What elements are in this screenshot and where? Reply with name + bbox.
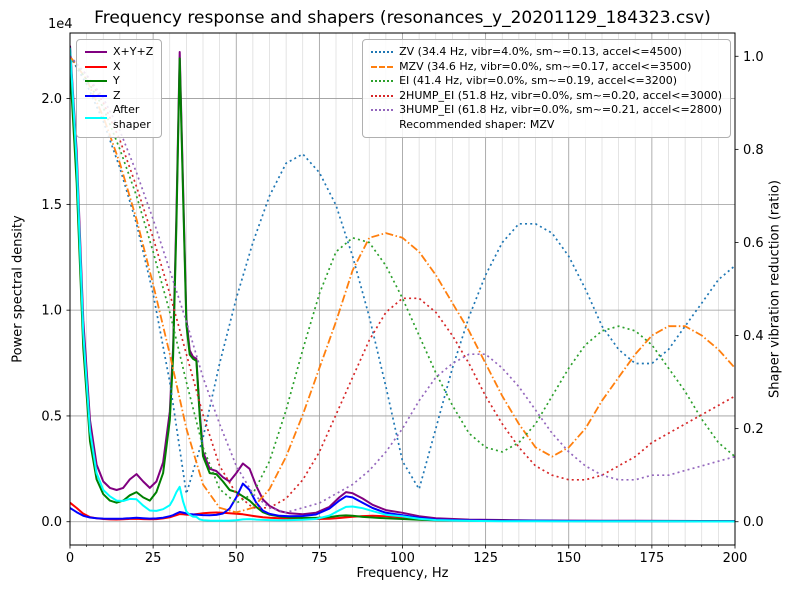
y-right-tick-label: 0.0 <box>743 515 764 530</box>
legend-line-sample <box>371 65 394 68</box>
y-right-tick-label: 0.4 <box>743 329 764 344</box>
legend-label: MZV (34.6 Hz, vibr=0.0%, sm~=0.17, accel… <box>399 59 692 73</box>
recommended-shaper-note: Recommended shaper: MZV <box>399 117 555 131</box>
legend-item: After shaper <box>85 103 153 132</box>
y-right-tick-label: 1.0 <box>743 50 764 65</box>
legend-item: EI (41.4 Hz, vibr=0.0%, sm~=0.19, accel<… <box>371 74 722 89</box>
legend-item: MZV (34.6 Hz, vibr=0.0%, sm~=0.17, accel… <box>371 60 722 75</box>
y-right-tick-label: 0.8 <box>743 143 764 158</box>
legend-item: ZV (34.4 Hz, vibr=4.0%, sm~=0.13, accel<… <box>371 45 722 60</box>
legend-label: X <box>113 59 121 73</box>
y-axis-right-label: Shaper vibration reduction (ratio) <box>767 180 783 398</box>
legend-label: Y <box>113 74 120 88</box>
x-tick-label: 100 <box>390 551 415 566</box>
y-right-tick-label: 0.2 <box>743 422 764 437</box>
legend-line-sample <box>85 94 107 97</box>
legend-line-sample <box>371 94 394 97</box>
y-left-tick-label: 1.0 <box>41 304 62 319</box>
legend-line-sample <box>371 51 394 54</box>
legend-label: After shaper <box>113 103 151 131</box>
legend-item: Y <box>85 74 153 89</box>
legend-label: 3HUMP_EI (61.8 Hz, vibr=0.0%, sm~=0.21, … <box>399 103 722 117</box>
y-left-tick-label: 0.5 <box>41 409 62 424</box>
legend-label: EI (41.4 Hz, vibr=0.0%, sm~=0.19, accel<… <box>399 74 678 88</box>
legend-line-sample <box>371 80 394 83</box>
x-tick-label: 75 <box>311 551 328 566</box>
x-tick-label: 0 <box>66 551 74 566</box>
series-MZV <box>70 55 735 514</box>
x-tick-label: 200 <box>723 551 748 566</box>
legend-line-sample <box>85 80 107 83</box>
legend-label: 2HUMP_EI (51.8 Hz, vibr=0.0%, sm~=0.20, … <box>399 88 722 102</box>
x-tick-label: 50 <box>228 551 245 566</box>
y-left-tick-label: 2.0 <box>41 92 62 107</box>
x-tick-label: 125 <box>473 551 498 566</box>
x-tick-label: 150 <box>556 551 581 566</box>
legend-item: X <box>85 60 153 75</box>
y-left-tick-label: 0.0 <box>41 515 62 530</box>
legend-label: Z <box>113 88 121 102</box>
legend-line-sample <box>371 109 394 112</box>
series-EI <box>70 55 735 504</box>
legend-item: X+Y+Z <box>85 45 153 60</box>
ticks-and-labels: 0 25 50 75 100 125 150 175 200 0.0 0.5 1.0 1.5 2.0 0.0… <box>41 50 763 566</box>
series-2HUMP_EI <box>70 55 735 509</box>
legend-label: X+Y+Z <box>113 45 154 58</box>
y-left-tick-label: 1.5 <box>41 198 62 213</box>
y-axis-offset-text: 1e4 <box>48 17 73 32</box>
psd-legend: X+Y+Z X Y Z After shaper <box>76 39 163 139</box>
legend-line-sample <box>85 65 107 68</box>
x-tick-label: 175 <box>639 551 664 566</box>
legend-label: ZV (34.4 Hz, vibr=4.0%, sm~=0.13, accel<… <box>399 45 682 58</box>
shaper-legend: ZV (34.4 Hz, vibr=4.0%, sm~=0.13, accel<… <box>362 39 731 139</box>
series-lines <box>70 45 735 523</box>
legend-line-sample <box>85 51 107 54</box>
legend-item: 3HUMP_EI (61.8 Hz, vibr=0.0%, sm~=0.21, … <box>371 103 722 118</box>
series-After shaper <box>70 47 735 523</box>
chart-title: Frequency response and shapers (resonanc… <box>94 8 711 28</box>
x-tick-label: 25 <box>145 551 162 566</box>
legend-line-sample <box>85 116 107 119</box>
legend-item: 2HUMP_EI (51.8 Hz, vibr=0.0%, sm~=0.20, … <box>371 89 722 104</box>
y-right-tick-label: 0.6 <box>743 236 764 251</box>
y-axis-left-label: Power spectral density <box>10 215 26 363</box>
legend-item: Z <box>85 89 153 104</box>
x-axis-label: Frequency, Hz <box>356 566 449 581</box>
